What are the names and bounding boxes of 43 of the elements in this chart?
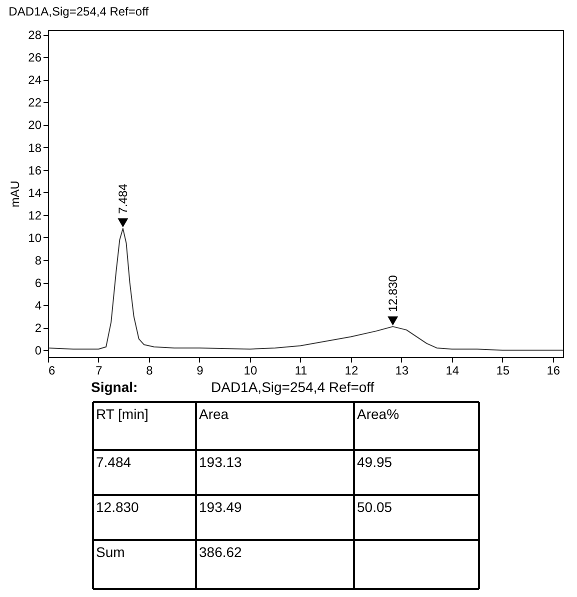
text: Sum xyxy=(96,544,125,560)
text: 49.95 xyxy=(357,454,392,470)
text: Area% xyxy=(357,406,400,422)
text: RT [min] xyxy=(96,406,148,422)
x-tick-label: 14 xyxy=(446,364,460,378)
x-tick-label: 16 xyxy=(546,364,560,378)
y-tick-label: 4 xyxy=(34,298,42,313)
y-tick-label: 14 xyxy=(28,186,42,200)
y-tick-label: 26 xyxy=(28,50,42,65)
text: 12.830 xyxy=(96,499,140,515)
text: 193.49 xyxy=(199,499,242,515)
y-tick-label: 20 xyxy=(28,118,42,132)
x-tick-label: 15 xyxy=(496,364,510,378)
x-tick-label: 8 xyxy=(146,364,154,378)
text: 7.484 xyxy=(96,454,132,470)
text: Area xyxy=(199,406,229,422)
y-axis-title: mAU xyxy=(8,180,22,208)
x-tick-label: 11 xyxy=(294,364,308,378)
text: 193.13 xyxy=(199,454,242,470)
y-tick-label: 2 xyxy=(34,321,42,336)
y-tick-label: 6 xyxy=(34,276,42,290)
annotation: 7.484 xyxy=(116,183,130,214)
x-tick-label: 12 xyxy=(344,364,358,378)
y-tick-label: 12 xyxy=(28,208,42,222)
y-tick-label: 18 xyxy=(28,140,42,155)
text: DAD1A,Sig=254,4 Ref=off xyxy=(211,379,374,395)
y-tick-label: 28 xyxy=(28,28,42,42)
y-tick-label: 0 xyxy=(34,344,42,358)
y-tick-label: 8 xyxy=(34,254,42,268)
x-tick-label: 7 xyxy=(96,364,103,378)
annotation: 12.830 xyxy=(386,274,400,312)
y-tick-label: 22 xyxy=(28,96,42,110)
y-tick-label: 16 xyxy=(28,163,42,178)
text: 386.62 xyxy=(199,544,242,560)
x-tick-label: 10 xyxy=(244,364,258,378)
y-tick-label: 10 xyxy=(28,230,42,245)
text: 50.05 xyxy=(357,499,392,515)
x-tick-label: 13 xyxy=(395,364,409,378)
chart-title: DAD1A,Sig=254,4 Ref=off xyxy=(8,4,150,19)
y-tick-label: 24 xyxy=(28,73,42,88)
x-tick-label: 6 xyxy=(48,364,56,378)
x-tick-label: 9 xyxy=(196,364,204,378)
text: Signal: xyxy=(91,379,138,395)
